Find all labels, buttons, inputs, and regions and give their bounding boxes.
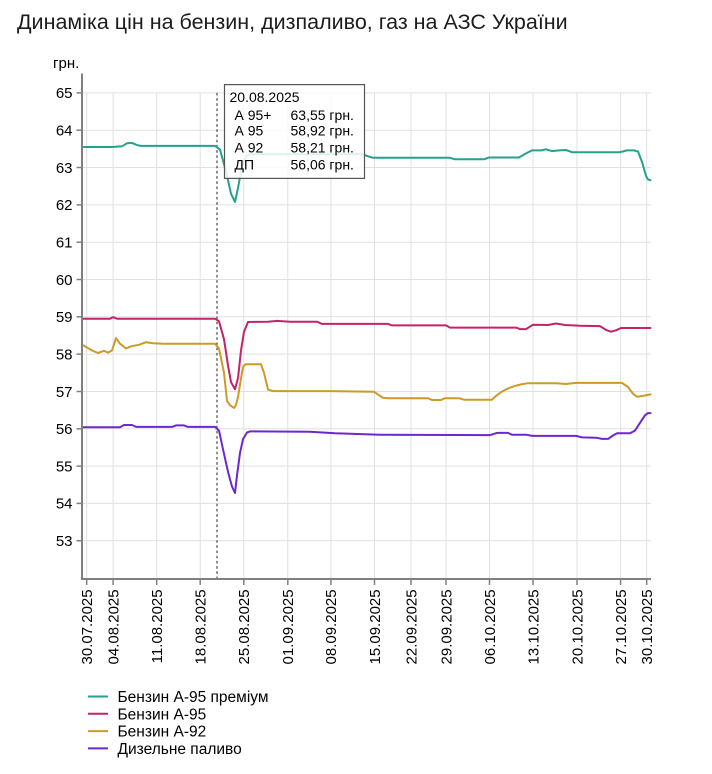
svg-text:15.09.2025: 15.09.2025 [367, 589, 384, 664]
svg-text:57: 57 [56, 384, 73, 401]
svg-text:30.07.2025: 30.07.2025 [79, 589, 96, 664]
svg-text:06.10.2025: 06.10.2025 [482, 589, 499, 664]
svg-text:53: 53 [56, 533, 73, 550]
svg-text:04.08.2025: 04.08.2025 [105, 589, 122, 664]
svg-text:грн.: грн. [53, 55, 79, 72]
svg-text:Бензин А-92: Бензин А-92 [118, 724, 207, 741]
svg-text:08.09.2025: 08.09.2025 [323, 589, 340, 664]
svg-text:63,55 грн.: 63,55 грн. [291, 107, 354, 123]
svg-text:ДП: ДП [235, 156, 255, 172]
svg-text:Бензин А-95: Бензин А-95 [118, 706, 207, 723]
svg-text:29.09.2025: 29.09.2025 [438, 589, 455, 664]
svg-text:20.10.2025: 20.10.2025 [569, 589, 586, 664]
svg-text:А 92: А 92 [235, 139, 264, 155]
svg-text:64: 64 [56, 123, 73, 140]
svg-text:Динаміка цін на бензин, дизпал: Динаміка цін на бензин, дизпаливо, газ н… [17, 10, 568, 34]
svg-text:56,06 грн.: 56,06 грн. [291, 156, 354, 172]
svg-text:01.09.2025: 01.09.2025 [280, 589, 297, 664]
svg-text:62: 62 [56, 197, 73, 214]
svg-text:Дизельне паливо: Дизельне паливо [118, 741, 242, 758]
svg-text:59: 59 [56, 309, 73, 326]
svg-text:А 95: А 95 [235, 123, 264, 139]
svg-text:65: 65 [56, 85, 73, 102]
svg-text:54: 54 [56, 496, 73, 513]
svg-text:25.08.2025: 25.08.2025 [236, 589, 253, 664]
svg-text:11.08.2025: 11.08.2025 [149, 589, 166, 663]
svg-text:58: 58 [56, 346, 73, 363]
svg-text:13.10.2025: 13.10.2025 [525, 589, 542, 664]
svg-text:18.08.2025: 18.08.2025 [193, 589, 210, 664]
svg-text:30.10.2025: 30.10.2025 [639, 589, 656, 664]
svg-text:56: 56 [56, 421, 73, 438]
svg-text:А 95+: А 95+ [235, 107, 272, 123]
svg-text:55: 55 [56, 458, 73, 475]
svg-text:58,21 грн.: 58,21 грн. [291, 139, 354, 155]
svg-text:61: 61 [56, 235, 73, 252]
svg-text:Бензин А-95 преміум: Бензин А-95 преміум [118, 689, 269, 706]
svg-text:63: 63 [56, 160, 73, 177]
svg-text:22.09.2025: 22.09.2025 [403, 589, 420, 664]
svg-text:60: 60 [56, 272, 73, 289]
svg-text:20.08.2025: 20.08.2025 [230, 89, 300, 105]
svg-text:58,92 грн.: 58,92 грн. [291, 123, 354, 139]
svg-text:27.10.2025: 27.10.2025 [613, 589, 630, 664]
